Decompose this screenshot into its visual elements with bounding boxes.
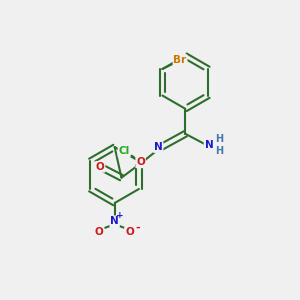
Text: N: N — [205, 140, 213, 150]
Text: +: + — [116, 212, 124, 220]
Text: Br: Br — [173, 55, 187, 65]
Text: H: H — [215, 146, 223, 157]
Text: N: N — [110, 216, 119, 226]
Text: H: H — [215, 134, 223, 143]
Text: O: O — [94, 227, 103, 237]
Text: Cl: Cl — [118, 146, 130, 156]
Text: O: O — [136, 158, 145, 167]
Text: N: N — [154, 142, 163, 152]
Text: O: O — [125, 227, 134, 237]
Text: -: - — [135, 223, 140, 233]
Text: O: O — [96, 162, 105, 172]
